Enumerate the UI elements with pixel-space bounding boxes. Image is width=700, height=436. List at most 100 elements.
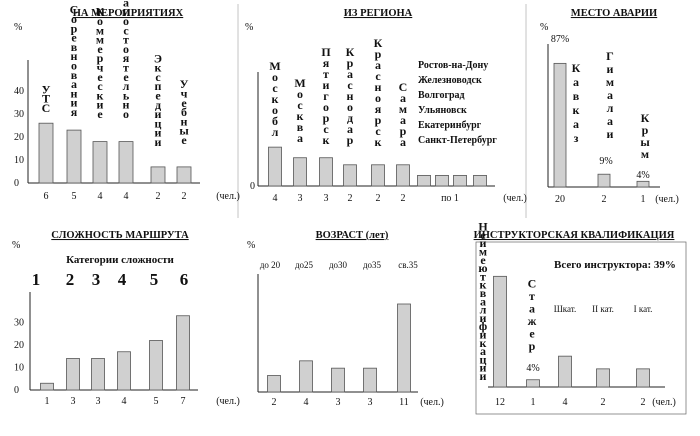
- category-label: 1: [32, 270, 41, 289]
- category-label-char: а: [480, 344, 486, 358]
- frame-box: [475, 241, 687, 415]
- data-label: 87%: [551, 34, 569, 45]
- category-label-char: С: [528, 277, 537, 291]
- category-label-char: м: [606, 75, 614, 89]
- bar: [397, 303, 411, 393]
- note-label: Всего инструктора: 39%: [554, 259, 676, 271]
- category-label-char: К: [346, 45, 355, 59]
- category-label-char: н: [375, 80, 382, 94]
- category-label-char: н: [123, 98, 130, 112]
- category-label-char: к: [480, 278, 487, 292]
- bar: [636, 180, 650, 188]
- region-label: Железноводск: [418, 75, 482, 86]
- category-label-char: р: [71, 21, 78, 35]
- bar: [268, 146, 282, 187]
- category-label-char: р: [323, 111, 330, 125]
- category-label-char: с: [272, 81, 278, 95]
- category-label-char: е: [181, 133, 187, 147]
- chart-title: МЕСТО АВАРИИ: [571, 8, 657, 19]
- category-label-char: ч: [97, 61, 104, 75]
- category-label-char: С: [399, 80, 408, 94]
- category-label-char: н: [71, 49, 78, 63]
- bar: [417, 174, 431, 187]
- category-label-char: е: [480, 253, 486, 267]
- y-tick-label: 20: [14, 340, 24, 351]
- category-label-char: м: [479, 245, 487, 259]
- data-label: 4%: [636, 170, 649, 181]
- category-label-char: е: [97, 42, 103, 56]
- bar: [363, 367, 377, 393]
- category-label-char: о: [297, 87, 303, 101]
- category-label-char: а: [347, 122, 353, 136]
- subtitle: Категории сложности: [66, 254, 174, 266]
- category-label-char: Г: [606, 49, 614, 63]
- category-label-char: л: [123, 79, 130, 93]
- bar: [371, 164, 385, 187]
- category-label-char: д: [155, 98, 161, 112]
- category-label: до25: [295, 260, 314, 270]
- category-label-char: К: [96, 5, 105, 19]
- category-label-char: и: [480, 328, 487, 342]
- category-label-char: о: [123, 42, 129, 56]
- category-label: 2: [66, 270, 75, 289]
- category-label-char: о: [272, 70, 278, 84]
- count-label: 12: [495, 397, 505, 408]
- category-label-char: ю: [478, 261, 487, 275]
- category-label-char: м: [399, 102, 407, 116]
- category-label: II кат.: [592, 304, 614, 314]
- category-label-char: о: [123, 14, 129, 28]
- category-label-char: а: [71, 77, 77, 91]
- category-label-char: К: [641, 111, 650, 125]
- y-tick-label: 0: [14, 385, 19, 396]
- bar: [636, 368, 650, 388]
- category-label-char: е: [71, 31, 77, 45]
- category-label-char: р: [529, 339, 536, 353]
- bar: [150, 166, 166, 184]
- category-label-char: т: [323, 67, 329, 81]
- category-label-char: а: [297, 131, 303, 145]
- data-label: 4%: [526, 363, 539, 374]
- category-label-char: в: [480, 286, 487, 300]
- bar: [38, 122, 54, 184]
- category-label-char: п: [155, 79, 162, 93]
- x-unit-label: (чел.): [420, 397, 444, 408]
- category-label-char: и: [155, 135, 162, 149]
- count-label: 2: [348, 193, 353, 204]
- category-label-char: а: [573, 117, 579, 131]
- chart-title: СЛОЖНОСТЬ МАРШРУТА: [51, 230, 189, 241]
- category-label-char: а: [347, 67, 353, 81]
- category-label-char: е: [97, 107, 103, 121]
- category-label-char: к: [480, 336, 487, 350]
- category-label-char: я: [123, 51, 130, 65]
- bar: [396, 164, 410, 187]
- y-tick-label: 30: [14, 109, 24, 120]
- category-label-char: е: [123, 70, 129, 84]
- y-axis-label: %: [14, 22, 22, 33]
- category-label-char: ж: [528, 314, 537, 328]
- category-label-char: р: [400, 124, 407, 138]
- category-label-char: о: [97, 14, 103, 28]
- count-label: 1: [531, 397, 536, 408]
- count-label: 2: [641, 397, 646, 408]
- category-label: УТС: [42, 82, 51, 115]
- bar: [493, 275, 507, 388]
- category-label-char: я: [323, 56, 330, 70]
- region-label: Ульяновск: [418, 105, 467, 116]
- category-label-char: н: [181, 114, 188, 128]
- category-label-char: а: [529, 302, 535, 316]
- category-label-char: р: [642, 123, 649, 137]
- category-label-char: ч: [181, 87, 188, 101]
- bar: [473, 174, 487, 187]
- category-label-char: и: [480, 369, 487, 383]
- category-label-char: л: [607, 101, 614, 115]
- category-label-char: и: [607, 127, 614, 141]
- category-label-char: м: [96, 33, 104, 47]
- category-label: св.35: [398, 260, 418, 270]
